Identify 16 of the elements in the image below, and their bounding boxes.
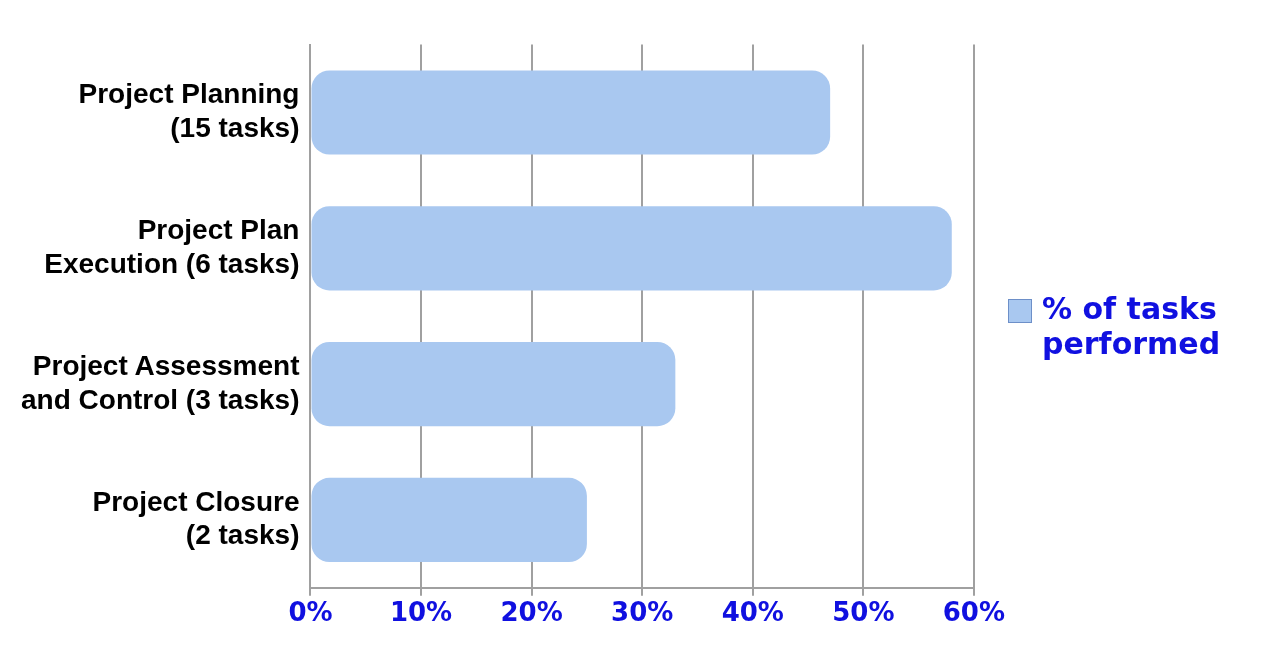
x-tick-label: 0% bbox=[288, 597, 333, 628]
y-tick-label: Project Assessment and Control (3 tasks) bbox=[21, 350, 300, 415]
bar bbox=[311, 206, 952, 291]
y-tick-label: Project Plan Execution (6 tasks) bbox=[44, 214, 300, 279]
x-tick-label: 20% bbox=[500, 597, 563, 628]
bar bbox=[311, 70, 831, 155]
bar bbox=[311, 342, 676, 427]
x-tick-label: 50% bbox=[832, 597, 895, 628]
x-tick-label: 40% bbox=[721, 597, 784, 628]
legend-label: % of tasks performed bbox=[1042, 290, 1222, 361]
y-tick-label: Project Closure (2 tasks) bbox=[92, 485, 300, 551]
x-tick-label: 30% bbox=[611, 597, 674, 628]
bar bbox=[311, 477, 587, 562]
y-tick-label: Project Planning (15 tasks) bbox=[78, 78, 300, 144]
x-tick-label: 60% bbox=[942, 597, 1005, 628]
x-tick-label: 10% bbox=[389, 597, 453, 628]
